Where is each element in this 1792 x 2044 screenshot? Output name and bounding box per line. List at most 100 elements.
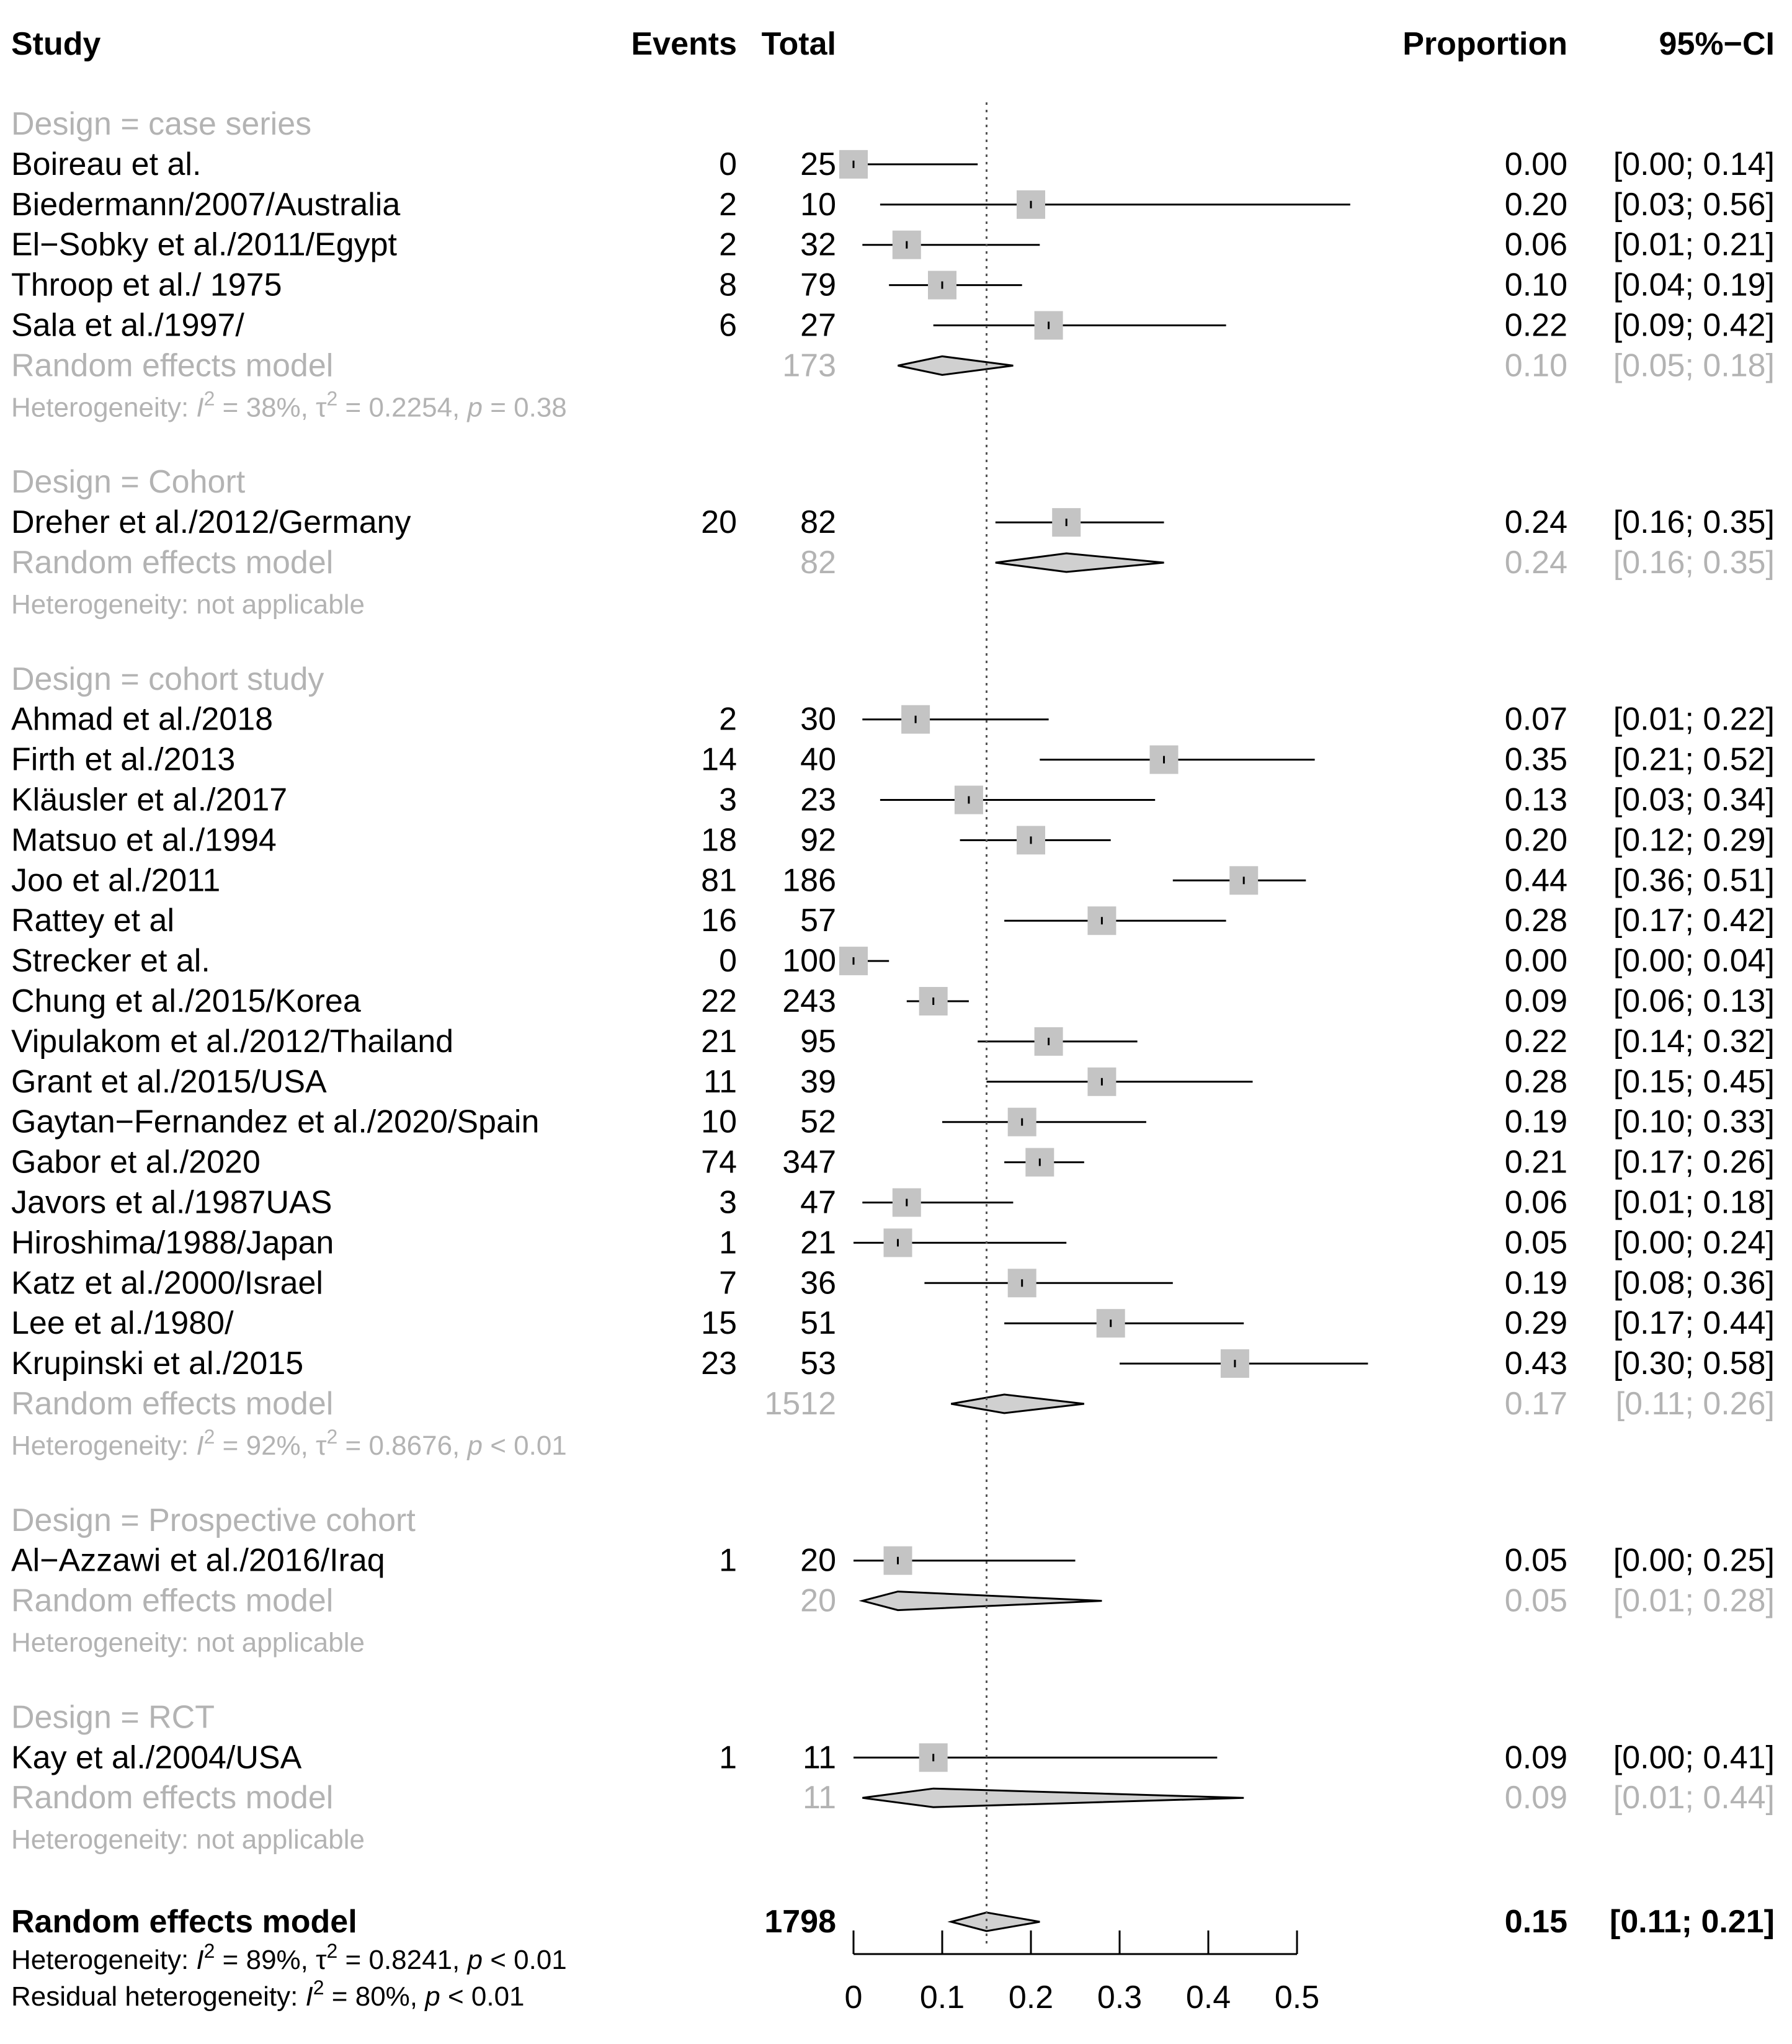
study-proportion: 0.21 — [1505, 1145, 1567, 1180]
study-name: Dreher et al./2012/Germany — [11, 504, 411, 540]
study-name: Krupinski et al./2015 — [11, 1346, 303, 1381]
study-name: Strecker et al. — [11, 943, 210, 979]
header-total: Total — [762, 26, 836, 62]
study-events: 1 — [719, 1225, 737, 1261]
subgroup-diamond — [995, 552, 1164, 573]
study-total: 30 — [800, 702, 836, 738]
subgroup-proportion: 0.17 — [1505, 1386, 1567, 1422]
study-ci: [0.01; 0.21] — [1613, 227, 1775, 263]
study-total: 47 — [800, 1185, 836, 1221]
study-proportion: 0.43 — [1505, 1346, 1567, 1381]
subgroup-heterogeneity: Heterogeneity: I2 = 92%, τ2 = 0.8676, p … — [11, 1426, 567, 1461]
study-events: 2 — [719, 227, 737, 263]
study-events: 16 — [701, 903, 737, 939]
subgroup-summary-label: Random effects model — [11, 1583, 333, 1619]
study-ci: [0.36; 0.51] — [1613, 862, 1775, 898]
study-total: 243 — [782, 983, 836, 1019]
study-proportion: 0.35 — [1505, 742, 1567, 778]
study-ci: [0.21; 0.52] — [1613, 742, 1775, 778]
residual-heterogeneity: Residual heterogeneity: I2 = 80%, p < 0.… — [11, 1976, 525, 2012]
study-ci: [0.00; 0.25] — [1613, 1543, 1775, 1579]
study-events: 20 — [701, 504, 737, 540]
subgroup-total: 1512 — [764, 1386, 836, 1422]
study-ci: [0.03; 0.56] — [1613, 187, 1775, 223]
subgroup-summary-label: Random effects model — [11, 347, 333, 383]
study-proportion: 0.19 — [1505, 1265, 1567, 1301]
study-total: 53 — [800, 1346, 836, 1381]
study-proportion: 0.22 — [1505, 1024, 1567, 1060]
study-ci: [0.15; 0.45] — [1613, 1064, 1775, 1100]
study-events: 3 — [719, 1185, 737, 1221]
study-proportion: 0.13 — [1505, 782, 1567, 818]
study-ci: [0.09; 0.42] — [1613, 308, 1775, 344]
study-total: 92 — [800, 822, 836, 858]
study-total: 52 — [800, 1104, 836, 1140]
study-total: 27 — [800, 308, 836, 344]
study-ci: [0.17; 0.26] — [1613, 1145, 1775, 1180]
study-name: Grant et al./2015/USA — [11, 1064, 327, 1100]
study-total: 186 — [782, 862, 836, 898]
study-events: 18 — [701, 822, 737, 858]
overall-total: 1798 — [764, 1904, 836, 1940]
header-study: Study — [11, 26, 101, 62]
overall-proportion: 0.15 — [1505, 1904, 1567, 1940]
subgroup-diamond — [898, 355, 1014, 376]
study-proportion: 0.24 — [1505, 504, 1567, 540]
study-proportion: 0.00 — [1505, 943, 1567, 979]
subgroup-diamond — [858, 1591, 1102, 1612]
study-total: 21 — [800, 1225, 836, 1261]
header-ci: 95%−CI — [1659, 26, 1775, 62]
study-total: 95 — [800, 1024, 836, 1060]
study-events: 6 — [719, 308, 737, 344]
header-proportion: Proportion — [1402, 26, 1567, 62]
subgroup-ci: [0.01; 0.28] — [1613, 1583, 1775, 1619]
study-events: 0 — [719, 943, 737, 979]
study-total: 347 — [782, 1145, 836, 1180]
study-name: Kläusler et al./2017 — [11, 782, 287, 818]
study-events: 11 — [703, 1064, 737, 1100]
study-name: Firth et al./2013 — [11, 742, 235, 778]
subgroup-ci: [0.05; 0.18] — [1613, 347, 1775, 383]
subgroup-total: 173 — [782, 347, 836, 383]
study-ci: [0.00; 0.14] — [1613, 146, 1775, 182]
study-ci: [0.08; 0.36] — [1613, 1265, 1775, 1301]
study-events: 23 — [701, 1346, 737, 1381]
study-events: 2 — [719, 187, 737, 223]
study-total: 11 — [803, 1739, 836, 1775]
study-proportion: 0.20 — [1505, 187, 1567, 223]
study-ci: [0.16; 0.35] — [1613, 504, 1775, 540]
overall-label: Random effects model — [11, 1904, 357, 1940]
study-proportion: 0.22 — [1505, 308, 1567, 344]
study-proportion: 0.20 — [1505, 822, 1567, 858]
group-label: Design = case series — [11, 106, 311, 142]
subgroup-heterogeneity: Heterogeneity: not applicable — [11, 589, 365, 620]
subgroup-heterogeneity: Heterogeneity: not applicable — [11, 1628, 365, 1658]
study-name: Matsuo et al./1994 — [11, 822, 277, 858]
study-name: El−Sobky et al./2011/Egypt — [11, 227, 398, 263]
study-events: 3 — [719, 782, 737, 818]
study-events: 7 — [719, 1265, 737, 1301]
study-name: Kay et al./2004/USA — [11, 1739, 302, 1775]
header-events: Events — [631, 26, 737, 62]
study-name: Biedermann/2007/Australia — [11, 187, 400, 223]
study-events: 0 — [719, 146, 737, 182]
study-proportion: 0.00 — [1505, 146, 1567, 182]
study-events: 8 — [719, 267, 737, 303]
study-proportion: 0.09 — [1505, 983, 1567, 1019]
study-proportion: 0.06 — [1505, 1185, 1567, 1221]
study-name: Boireau et al. — [11, 146, 201, 182]
study-proportion: 0.05 — [1505, 1543, 1567, 1579]
group-label: Design = cohort study — [11, 661, 324, 697]
study-events: 74 — [701, 1145, 737, 1180]
x-tick-label: 0.4 — [1186, 1979, 1231, 2015]
study-events: 2 — [719, 702, 737, 738]
study-ci: [0.14; 0.32] — [1613, 1024, 1775, 1060]
subgroup-ci: [0.01; 0.44] — [1613, 1780, 1775, 1816]
study-proportion: 0.29 — [1505, 1305, 1567, 1341]
study-total: 79 — [800, 267, 836, 303]
study-total: 82 — [800, 504, 836, 540]
study-total: 57 — [800, 903, 836, 939]
subgroup-summary-label: Random effects model — [11, 545, 333, 581]
